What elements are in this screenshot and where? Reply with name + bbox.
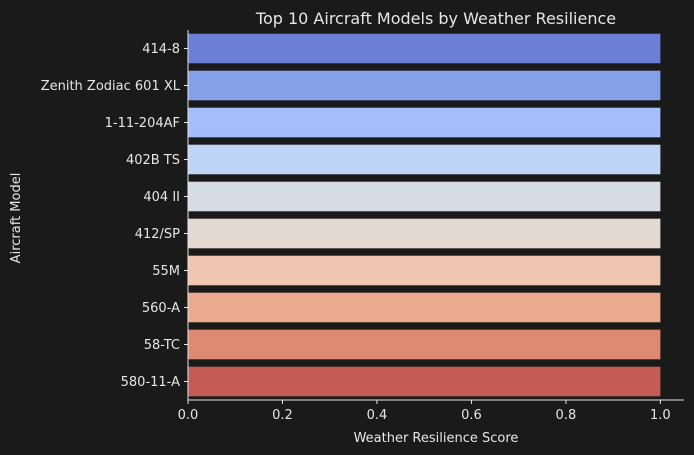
y-tick-label: 58-TC xyxy=(144,338,180,353)
y-tick-labels: 414-8 Zenith Zodiac 601 XL 1-11-204AF 402B … xyxy=(41,42,188,390)
x-tick-label: 0.4 xyxy=(367,408,388,423)
x-tick-label: 1.0 xyxy=(650,408,671,423)
x-axis-label: Weather Resilience Score xyxy=(354,431,519,446)
bar xyxy=(188,144,661,175)
x-tick-label: 0.8 xyxy=(556,408,577,423)
y-axis-label: Aircraft Model xyxy=(9,173,24,264)
y-tick-label: 55M xyxy=(152,264,180,279)
x-ticks: 0.0 0.2 0.4 0.6 0.8 1.0 xyxy=(178,400,671,423)
x-tick-label: 0.6 xyxy=(461,408,482,423)
y-tick-label: 404 II xyxy=(143,190,180,205)
chart-title: Top 10 Aircraft Models by Weather Resili… xyxy=(255,9,616,28)
y-tick-label: Zenith Zodiac 601 XL xyxy=(41,79,181,94)
y-tick-label: 1-11-204AF xyxy=(105,116,180,131)
y-tick-label: 402B TS xyxy=(126,153,180,168)
bar xyxy=(188,366,661,397)
bar xyxy=(188,292,661,323)
bars-group xyxy=(188,33,661,397)
bar xyxy=(188,70,661,101)
bar xyxy=(188,33,661,64)
y-tick-label: 414-8 xyxy=(142,42,180,57)
bar xyxy=(188,218,661,249)
y-tick-label: 412/SP xyxy=(135,227,180,242)
bar xyxy=(188,181,661,212)
y-tick-label: 560-A xyxy=(142,301,180,316)
bar xyxy=(188,255,661,286)
y-tick-label: 580-11-A xyxy=(121,375,180,390)
bar xyxy=(188,329,661,360)
bar xyxy=(188,107,661,138)
x-tick-label: 0.0 xyxy=(178,408,199,423)
x-tick-label: 0.2 xyxy=(272,408,293,423)
